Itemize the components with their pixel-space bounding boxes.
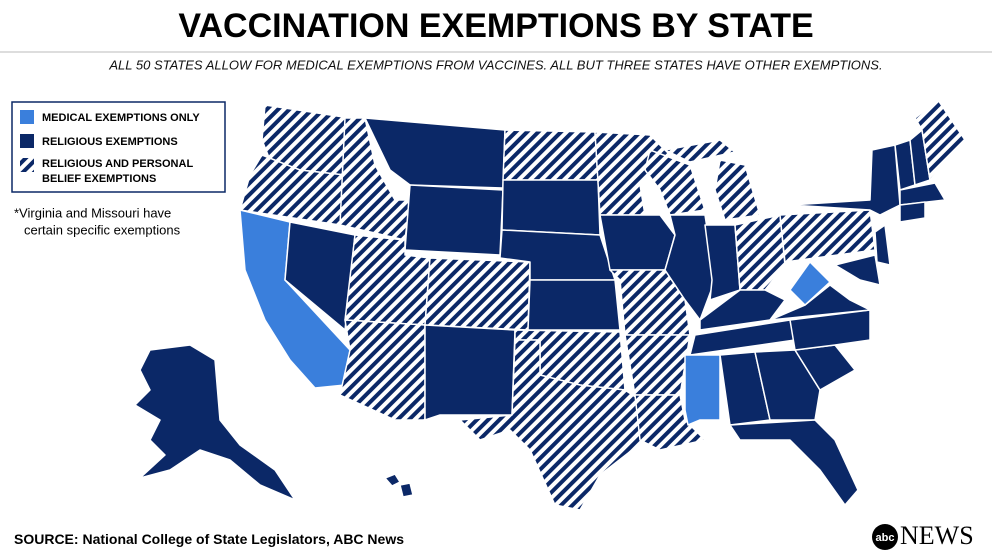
legend-swatch xyxy=(20,158,34,172)
legend-swatch xyxy=(20,134,34,148)
source-text: National College of State Legislators, A… xyxy=(82,531,404,547)
legend-box xyxy=(11,101,226,193)
source-label: SOURCE: xyxy=(14,531,79,547)
logo-badge xyxy=(872,524,898,550)
us-map xyxy=(134,99,966,511)
legend: MEDICAL EXEMPTIONS ONLY RELIGIOUS EXEMPT… xyxy=(11,101,226,193)
legend-label: RELIGIOUS EXEMPTIONS xyxy=(42,136,178,148)
title: VACCINATION EXEMPTIONS BY STATE xyxy=(178,7,813,45)
note: certain specific exemptions xyxy=(24,222,181,237)
source: SOURCE: National College of State Legisl… xyxy=(14,531,404,547)
legend-label: RELIGIOUS AND PERSONAL xyxy=(42,158,193,170)
subtitle: ALL 50 STATES ALLOW FOR MEDICAL EXEMPTIO… xyxy=(108,57,882,72)
legend-label: MEDICAL EXEMPTIONS ONLY xyxy=(42,112,200,124)
legend-swatch xyxy=(20,110,34,124)
legend-label: BELIEF EXEMPTIONS xyxy=(42,173,156,185)
logo-badge-text: abc xyxy=(876,532,895,544)
note: *Virginia and Missouri have xyxy=(14,205,171,220)
logo-text: NEWS xyxy=(900,521,974,550)
